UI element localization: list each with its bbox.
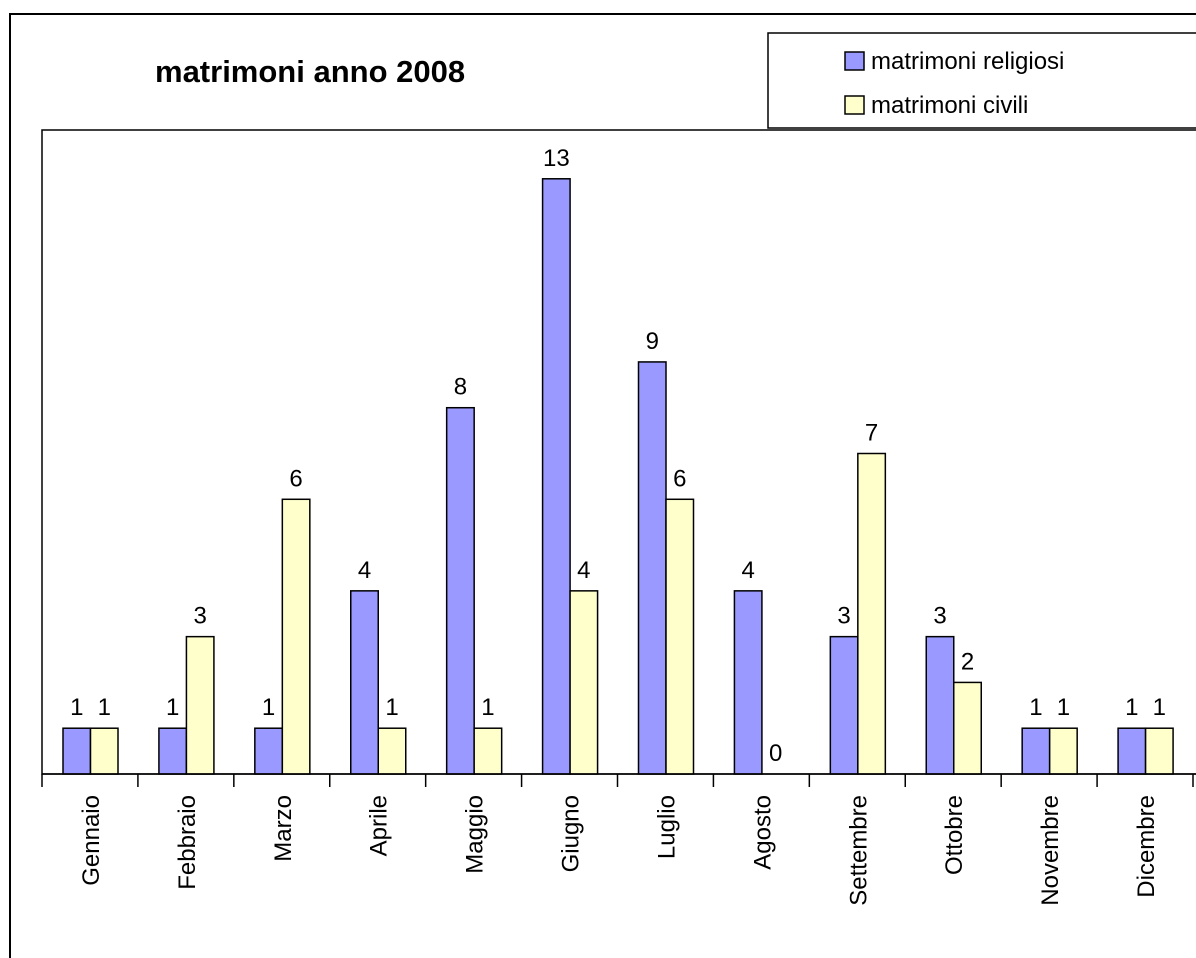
data-label: 2 — [961, 648, 974, 675]
data-label: 3 — [933, 603, 946, 630]
bar — [953, 681, 982, 775]
x-tick-label: Giugno — [558, 795, 585, 872]
bar — [254, 727, 284, 775]
data-label: 4 — [741, 557, 754, 584]
bar — [925, 635, 955, 775]
chart-border — [9, 13, 1196, 958]
data-label: 4 — [577, 557, 590, 584]
chart-title: matrimoni anno 2008 — [155, 54, 465, 89]
x-tick-label: Luglio — [653, 795, 680, 859]
bar — [1048, 727, 1078, 775]
bar — [857, 452, 887, 775]
bar — [665, 498, 695, 775]
bar — [733, 590, 763, 775]
legend — [767, 32, 1196, 129]
x-tick-label: Ottobre — [941, 795, 968, 875]
x-tick-label: Dicembre — [1133, 795, 1160, 898]
data-label: 4 — [358, 557, 371, 584]
x-tick-label: Gennaio — [78, 795, 105, 886]
bar — [62, 727, 92, 775]
bar — [350, 590, 379, 775]
legend-swatch — [844, 95, 865, 115]
bar — [1144, 727, 1174, 775]
data-label: 1 — [262, 694, 275, 721]
bar — [89, 727, 119, 775]
bar — [1021, 727, 1051, 775]
bar — [569, 590, 599, 775]
legend-label: matrimoni civili — [871, 92, 1028, 119]
x-tick-label: Marzo — [270, 795, 297, 862]
data-label: 1 — [98, 694, 111, 721]
bar — [281, 498, 311, 775]
data-label: 1 — [1153, 694, 1166, 721]
data-label: 13 — [543, 145, 570, 172]
bar — [637, 361, 667, 775]
x-tick-label: Agosto — [749, 795, 776, 870]
data-label: 1 — [70, 694, 83, 721]
bar — [541, 178, 571, 775]
x-tick-label: Maggio — [462, 795, 489, 874]
data-label: 9 — [646, 328, 659, 355]
legend-label: matrimoni religiosi — [871, 48, 1064, 75]
data-label: 7 — [865, 420, 878, 447]
x-tick-label: Aprile — [366, 795, 393, 856]
data-label: 6 — [289, 465, 302, 492]
data-label: 1 — [1029, 694, 1042, 721]
bar — [445, 406, 475, 775]
x-tick-label: Febbraio — [174, 795, 201, 890]
data-label: 1 — [1125, 694, 1138, 721]
bar — [1117, 727, 1147, 775]
legend-swatch — [844, 51, 865, 71]
data-label: 3 — [837, 603, 850, 630]
data-label: 1 — [385, 694, 398, 721]
data-label: 1 — [166, 694, 179, 721]
data-label: 8 — [454, 374, 467, 401]
x-tick-label: Settembre — [845, 795, 872, 906]
data-label: 6 — [673, 465, 686, 492]
data-label: 0 — [769, 740, 782, 767]
data-label: 1 — [1057, 694, 1070, 721]
bar — [158, 727, 188, 775]
bar — [185, 635, 215, 775]
bar — [377, 727, 407, 775]
bar — [829, 635, 859, 775]
x-tick-label: Novembre — [1037, 795, 1064, 906]
data-label: 1 — [481, 694, 494, 721]
data-label: 3 — [193, 603, 206, 630]
bar — [473, 727, 503, 775]
